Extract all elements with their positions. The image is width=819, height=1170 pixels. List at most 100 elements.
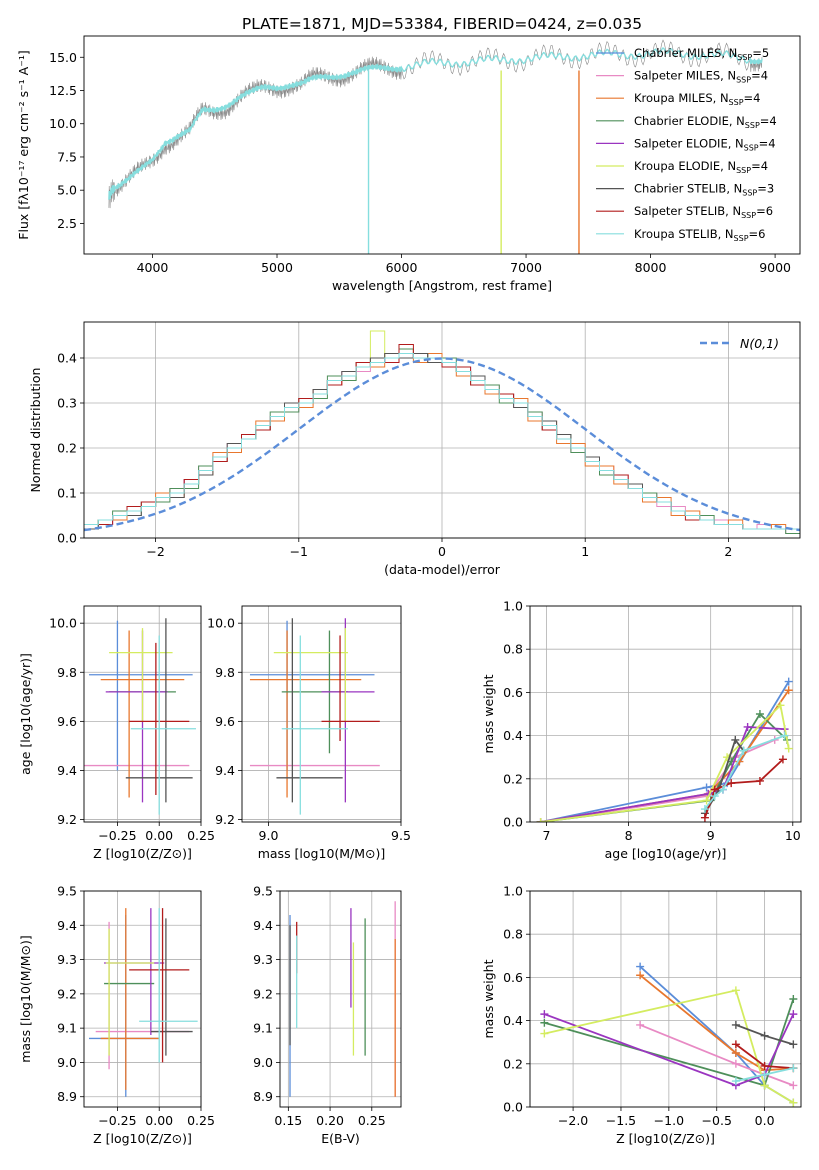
x-tick-label: −2.0	[558, 1113, 588, 1128]
plus-marker	[778, 755, 787, 764]
y-tick-label: 5.0	[57, 183, 77, 198]
y-tick-label: 1.0	[503, 884, 523, 899]
plus-marker	[760, 1081, 769, 1090]
legend-entry: Kroupa MILES, NSSP=4	[634, 91, 760, 107]
legend-entry: Chabrier ELODIE, NSSP=4	[634, 114, 777, 130]
legend-entry-value: =4	[759, 136, 776, 150]
plus-marker	[731, 1059, 740, 1068]
plus-marker	[789, 1040, 798, 1049]
legend-entry-value: =4	[751, 69, 768, 83]
axes: −2 −1 0 1 2 0.0 0.1 0.2 0.3 0.4 (data-model)/error…	[28, 321, 801, 577]
x-tick-label: −0.25	[98, 1113, 136, 1128]
y-tick-label: 0.6	[503, 685, 523, 700]
y-tick-label: 9.1	[253, 1021, 273, 1036]
mass-vs-extinction-panel: 0.15 0.20 0.25 8.9 9.0 9.1 9.2 9.3 9.4 9.5 E(B-V)	[253, 884, 402, 1146]
plus-marker	[731, 1077, 740, 1086]
grid	[242, 606, 402, 822]
plus-marker	[780, 731, 789, 740]
x-tick-label: 0.25	[187, 1113, 215, 1128]
y-tick-label: 10.0	[207, 616, 235, 631]
legend-entry: Chabrier STELIB, NSSP=3	[634, 182, 774, 198]
y-tick-label: 2.5	[57, 216, 77, 231]
legend-entry: Chabrier MILES, NSSP=5	[634, 46, 769, 62]
y-tick-label: 0.4	[57, 351, 77, 366]
y-tick-label: 8.9	[57, 1089, 77, 1104]
plus-marker	[789, 995, 798, 1003]
axes: −0.25 0.00 0.25 8.9 9.0 9.1 9.2 9.3 9.4 9.5 Z [log…	[18, 884, 215, 1147]
y-axis-label: Normed distribution	[28, 368, 43, 493]
x-tick-label: 0.00	[145, 1113, 173, 1128]
x-axis-label: wavelength [Angstrom, rest frame]	[332, 278, 552, 293]
x-tick-label: −0.5	[702, 1113, 732, 1128]
x-tick-label: 0.25	[358, 1113, 386, 1128]
x-tick-label: 2	[724, 544, 732, 559]
plot-area	[89, 908, 198, 1097]
y-tick-label: 9.4	[57, 763, 77, 778]
plus-marker	[743, 722, 752, 731]
legend-entry-value: =4	[760, 114, 777, 128]
plus-marker	[784, 744, 793, 753]
plus-marker	[731, 1049, 740, 1057]
legend-entry: N(0,1)	[740, 336, 779, 351]
plus-marker	[760, 1061, 769, 1070]
y-tick-label: 9.0	[253, 1055, 273, 1070]
x-axis-label: mass [log10(M/M⊙)]	[258, 846, 386, 861]
plot-area	[289, 901, 396, 1097]
y-tick-label: 0.2	[503, 771, 523, 786]
plus-marker	[536, 818, 545, 822]
plus-marker	[731, 735, 740, 744]
x-tick-label: −1.5	[606, 1113, 636, 1128]
mass-weight-line	[704, 758, 784, 818]
x-tick-label: 4000	[137, 260, 169, 275]
x-axis-label: Z [log10(Z/Z⊙)]	[93, 846, 192, 861]
x-axis-label: Z [log10(Z/Z⊙)]	[616, 1131, 715, 1146]
y-tick-label: 8.9	[253, 1089, 273, 1104]
y-axis-label: age [log10(age/yr)]	[18, 653, 33, 775]
histogram-series	[84, 353, 800, 530]
legend-subscript: SSP	[729, 98, 744, 107]
x-axis-label: Z [log10(Z/Z⊙)]	[93, 1131, 192, 1146]
plus-marker	[760, 1070, 769, 1079]
axes-frame	[83, 605, 202, 823]
y-tick-label: 9.5	[57, 884, 77, 899]
mass-weight-vs-metallicity-panel: −2.0 −1.5 −1.0 −0.5 0.0 0.0 0.2 0.4 0.6 0.8 1.0 Z […	[481, 884, 802, 1146]
legend-entry-value: =3	[757, 182, 774, 196]
legend-subscript: SSP	[745, 121, 760, 130]
age-vs-metallicity-panel: −0.25 0.00 0.25 9.2 9.4 9.6 9.8 10.0 Z [log10(Z/…	[18, 605, 215, 861]
mass-weight-line	[704, 737, 745, 814]
legend-entry: Kroupa ELODIE, NSSP=4	[634, 159, 768, 175]
legend-entry: Salpeter STELIB, NSSP=6	[634, 204, 773, 220]
grid	[530, 890, 801, 1108]
y-axis-label: mass weight	[481, 674, 496, 753]
x-tick-label: 5000	[261, 260, 293, 275]
y-axis-label: mass [log10(M/M⊙)]	[18, 935, 33, 1063]
plus-marker	[755, 710, 764, 718]
x-tick-label: 0.0	[755, 1113, 775, 1128]
legend-entry-value: =6	[756, 204, 773, 218]
axes-frame	[529, 890, 802, 1108]
y-tick-label: 9.4	[215, 763, 235, 778]
axes: −2.0 −1.5 −1.0 −0.5 0.0 0.0 0.2 0.4 0.6 0.8 1.0 Z […	[481, 884, 802, 1146]
x-tick-label: 9	[707, 828, 715, 843]
plus-marker	[636, 962, 645, 971]
plus-marker	[784, 686, 793, 695]
y-tick-label: 12.5	[49, 83, 77, 98]
x-tick-label: −1	[290, 544, 308, 559]
y-tick-label: 9.4	[57, 918, 77, 933]
y-tick-label: 9.2	[57, 986, 77, 1001]
y-tick-label: 0.8	[503, 642, 523, 657]
axes: −0.25 0.00 0.25 9.2 9.4 9.6 9.8 10.0 Z [log10(Z/…	[18, 605, 215, 861]
legend-subscript: SSP	[736, 166, 751, 175]
plot-area	[108, 39, 763, 254]
legend-subscript: SSP	[742, 189, 757, 198]
plus-marker	[731, 986, 740, 995]
legend-subscript: SSP	[744, 143, 759, 152]
mass-weight-line	[544, 989, 794, 1104]
x-tick-label: 1	[581, 544, 589, 559]
legend-entry-value: =4	[751, 159, 768, 173]
mass-weight-line	[704, 734, 785, 810]
y-tick-label: 0.8	[503, 927, 523, 942]
y-tick-label: 0.4	[503, 1013, 523, 1028]
legend: Chabrier MILES, NSSP=5 Salpeter MILES, NS…	[596, 46, 777, 243]
